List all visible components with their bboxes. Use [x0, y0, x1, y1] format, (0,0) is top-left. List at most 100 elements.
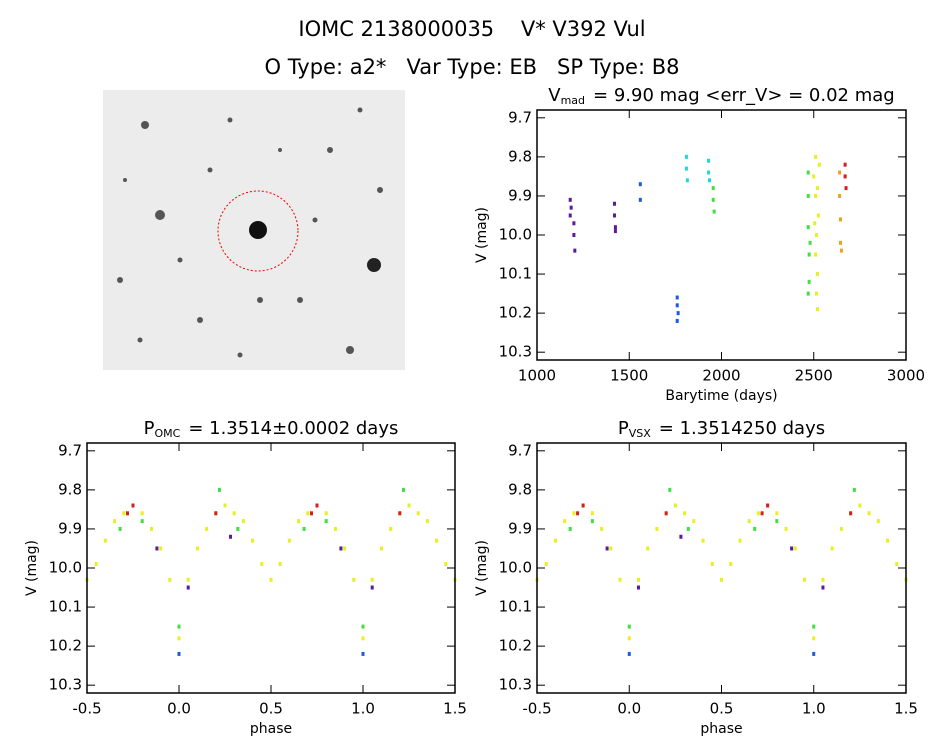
point — [223, 503, 227, 508]
point — [297, 519, 301, 524]
point — [830, 546, 834, 551]
point — [613, 229, 617, 234]
point — [711, 186, 715, 191]
point — [636, 585, 640, 590]
point — [605, 546, 609, 551]
point — [646, 546, 650, 551]
point — [186, 577, 190, 582]
target-circle — [217, 190, 299, 272]
point — [821, 585, 825, 590]
y-tick-label: 10.1 — [499, 265, 532, 283]
point — [684, 166, 688, 171]
point — [324, 511, 328, 516]
point — [806, 193, 810, 198]
point — [627, 651, 631, 656]
point — [613, 225, 617, 230]
point — [710, 562, 714, 567]
point — [708, 178, 712, 183]
y-tick-label: 9.9 — [508, 519, 532, 537]
point — [806, 170, 810, 175]
y-tick-label: 9.7 — [508, 108, 532, 126]
title-part: = 1.3514250 days — [659, 418, 825, 439]
point — [389, 526, 393, 531]
title-part: VSX — [629, 427, 652, 440]
point — [638, 197, 642, 202]
y-tick-label: 10.1 — [49, 598, 82, 616]
x-tick-label: 3000 — [887, 367, 925, 385]
point — [269, 577, 273, 582]
point — [843, 162, 847, 167]
point — [821, 577, 825, 582]
point — [815, 233, 819, 237]
y-tick-label: 10.2 — [499, 304, 532, 322]
point — [600, 526, 604, 531]
point — [361, 651, 365, 656]
point — [638, 182, 642, 187]
title: IOMC 2138000035 V* V392 Vul — [298, 17, 645, 41]
point — [738, 538, 742, 543]
x-tick-label: 1.5 — [894, 700, 918, 718]
point — [720, 577, 723, 582]
point — [839, 248, 843, 253]
point — [766, 503, 770, 508]
point — [205, 526, 209, 531]
y-tick-label: 9.9 — [58, 519, 82, 537]
y-tick-label: 10.2 — [49, 637, 82, 655]
point — [168, 577, 172, 582]
chart-title: PVSX = 1.3514250 days — [618, 418, 825, 440]
point — [756, 511, 760, 516]
point — [425, 519, 429, 524]
point — [676, 311, 680, 316]
point — [701, 538, 705, 543]
point — [573, 248, 577, 253]
point — [217, 487, 221, 492]
point — [753, 526, 757, 531]
title-part: = 9.90 mag <err_V> = 0.02 mag — [593, 85, 895, 106]
point — [177, 624, 181, 629]
y-tick-label: 10.3 — [499, 343, 532, 361]
point — [544, 562, 548, 567]
point — [886, 538, 890, 543]
point — [118, 526, 122, 531]
x-tick-label: 2000 — [702, 367, 740, 385]
x-axis-label: phase — [250, 721, 292, 737]
y-tick-label: 9.8 — [508, 480, 532, 498]
chart: POMC = 1.3514±0.0002 days -0.5 0.0 0.5 1.0 1.5… — [24, 418, 467, 737]
point — [711, 197, 715, 202]
point — [807, 252, 811, 257]
stars — [117, 107, 383, 358]
y-axis-label: V (mag) — [474, 207, 490, 263]
point — [125, 511, 129, 516]
x-tick-label: 1.0 — [802, 700, 826, 718]
point — [675, 318, 679, 323]
point — [568, 213, 572, 218]
title-part: V — [548, 85, 561, 106]
x-tick-label: 0.5 — [259, 700, 283, 718]
point — [844, 186, 848, 191]
point — [568, 197, 572, 202]
point — [812, 636, 816, 641]
y-tick-label: 10.0 — [499, 226, 532, 244]
point — [618, 577, 622, 582]
point — [333, 526, 337, 531]
point — [876, 519, 880, 524]
point — [814, 252, 818, 257]
point — [815, 272, 819, 277]
chart: Vmad = 9.90 mag <err_V> = 0.02 mag 1000 150… — [474, 85, 925, 404]
point — [729, 562, 733, 567]
chart: PVSX = 1.3514250 days -0.5 0.0 0.5 1.0 1.5 9.7 9… — [474, 418, 918, 737]
x-tick-label: 0.0 — [167, 700, 191, 718]
point — [236, 526, 240, 531]
point — [843, 174, 847, 179]
point — [760, 511, 764, 516]
point — [852, 487, 856, 492]
point — [808, 240, 812, 245]
point — [813, 221, 817, 226]
point — [352, 577, 356, 582]
y-tick-label: 9.8 — [508, 147, 532, 165]
point — [563, 519, 567, 524]
point — [241, 519, 245, 524]
point — [416, 511, 420, 516]
point — [309, 511, 313, 516]
